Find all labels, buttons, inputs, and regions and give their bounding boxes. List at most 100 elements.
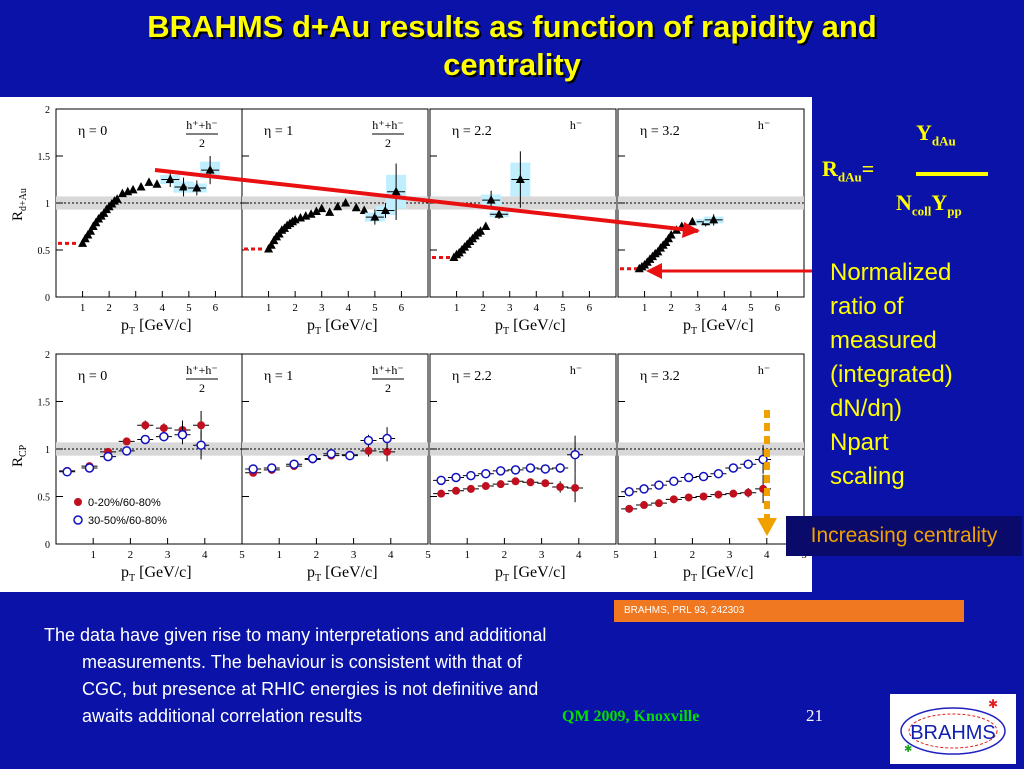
data-point-semi [451,472,461,483]
data-point-semi [62,467,72,477]
panel-species-label: h⁻ [758,363,770,377]
data-point-central [556,483,565,491]
x-tick-label: 3 [539,549,545,561]
scaling-note: Normalized ratio of measured (integrated… [830,256,953,494]
data-point-central [511,477,520,486]
data-point-central [197,421,206,430]
y-tick-label: 0 [45,540,50,551]
legend-marker-central [74,498,82,506]
data-point-central [481,482,490,491]
y-tick-label: 1.5 [38,398,51,409]
data-point-semi [525,463,536,473]
data-point-semi [466,470,476,481]
x-tick-label: 3 [695,302,701,314]
data-point [266,240,276,249]
y-axis-label: Rd+Au [10,188,29,221]
x-tick-label: 1 [454,302,460,314]
legend-label: 0-20%/60-80% [88,497,161,509]
x-axis-label-unit: [GeV/c] [139,317,191,334]
x-tick-label: 1 [642,302,648,314]
x-axis-label: pT [GeV/c] [495,317,566,337]
note-line: measured [830,327,937,354]
data-point-central [744,488,753,497]
panel-eta-label: η = 1 [264,369,293,384]
panel-eta-label: η = 3.2 [640,369,680,384]
x-tick-label: 5 [613,549,619,561]
formula-num: Y [916,120,932,145]
x-axis-label-sub: T [315,326,321,337]
data-point [152,179,162,188]
data-point-semi [84,463,95,473]
data-point [78,238,88,247]
panel-species-denominator: 2 [385,381,391,395]
data-point-central [141,421,150,430]
panel-species-label: h⁻ [570,363,582,377]
x-tick-label: 2 [668,302,674,314]
svg-text:✱: ✱ [904,744,912,755]
formula-den1-sub: coll [911,203,932,219]
x-tick-label: 3 [507,302,513,314]
y-tick-label: 2 [45,105,50,116]
data-point-central [759,484,768,493]
data-point-semi [307,453,318,464]
x-axis-label: pT [GeV/c] [121,564,192,584]
formula-den1: N [896,190,912,215]
x-axis-label: pT [GeV/c] [495,564,566,584]
x-tick-label: 4 [576,549,582,561]
data-point [112,194,122,203]
data-point-semi [510,465,521,475]
x-axis-label: pT [GeV/c] [121,317,192,337]
panel-species-label: h⁺+h⁻ [186,363,217,377]
x-axis-label-sub: T [129,573,135,584]
data-point-semi [743,459,753,469]
data-point-semi [248,464,258,474]
formula-lhs: R [822,156,838,181]
x-tick-label: 6 [213,302,219,314]
data-point-semi [570,449,580,460]
y-tick-label: 0 [45,293,50,304]
data-point-central [364,446,373,455]
slide-title: BRAHMS d+Au results as function of rapid… [0,8,1024,84]
y-axis-label-sub: d+Au [18,188,29,211]
y-tick-label: 0.5 [38,246,51,257]
data-point-semi [345,450,355,461]
x-tick-label: 1 [464,549,470,561]
data-point [481,221,491,230]
data-point [128,184,138,194]
x-axis-label: pT [GeV/c] [307,317,378,337]
x-axis-label-unit: [GeV/c] [701,564,753,581]
x-tick-label: 1 [90,549,96,561]
x-axis-label-sub: T [315,573,321,584]
x-tick-label: 1 [276,549,282,561]
x-tick-label: 2 [690,549,696,561]
data-point-semi [481,468,491,479]
x-tick-label: 3 [727,549,733,561]
x-tick-label: 4 [388,549,394,561]
x-tick-label: 2 [106,302,112,314]
x-tick-label: 6 [775,302,781,314]
data-point-semi [758,454,768,465]
panel-species-label: h⁻ [758,118,770,132]
data-point [709,214,719,224]
x-tick-label: 5 [425,549,431,561]
note-line: (integrated) [830,361,953,388]
x-tick-label: 4 [160,302,166,314]
data-point-semi [728,463,739,473]
legend-label: 30-50%/60-80% [88,515,167,527]
panel-eta-label: η = 2.2 [452,369,492,384]
formula-den2: Y [931,190,948,215]
x-tick-label: 1 [80,302,86,314]
x-tick-label: 6 [399,302,405,314]
data-point-central [729,489,738,498]
data-point-semi [698,471,709,482]
panel-species-denominator: 2 [385,136,391,150]
x-axis-label-sub: T [503,326,509,337]
panel-species-denominator: 2 [199,136,205,150]
data-point-central [669,495,678,504]
note-line: dN/dη) [830,395,903,422]
x-tick-label: 2 [480,302,486,314]
rdau-formula: RdAu= YdAu NcollYpp [818,118,1018,228]
formula-den2-sub: pp [947,203,962,219]
x-tick-label: 5 [186,302,192,314]
